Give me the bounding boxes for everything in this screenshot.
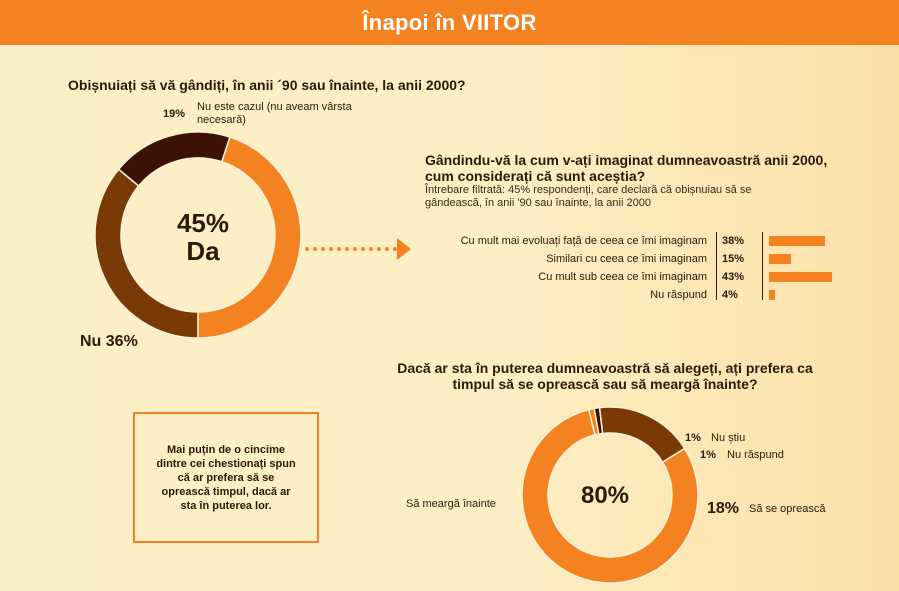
chart3-label-merge: Să meargă înainte bbox=[406, 498, 496, 510]
chart2-axis bbox=[762, 232, 763, 300]
chart2-category-label: Cu mult mai evoluați față de ceea ce îmi… bbox=[460, 235, 707, 247]
note-text: Mai puțin de o cincime dintre cei chesti… bbox=[156, 443, 296, 512]
chart1-title: Obișnuiați să vă gândiți, în anii ´90 sa… bbox=[68, 77, 466, 93]
chart2-subtitle: Întrebare filtrată: 45% respondenți, car… bbox=[425, 184, 752, 209]
chart2-separator bbox=[716, 232, 717, 300]
chart1-label-nu-36: Nu 36% bbox=[80, 333, 138, 350]
chart1-center-value: 45% bbox=[176, 208, 230, 238]
header-banner: Înapoi în VIITOR bbox=[0, 0, 899, 45]
chart3-donut bbox=[521, 406, 699, 584]
chart1-slice-0 bbox=[197, 136, 302, 339]
chart2-bar bbox=[769, 272, 832, 282]
chart1-slice-2 bbox=[117, 131, 231, 187]
chart2-bar bbox=[769, 236, 825, 246]
chart3-label-stop-pct: 18% bbox=[707, 500, 740, 517]
chart2-category-label: Cu mult sub ceea ce îmi imaginam bbox=[538, 271, 707, 283]
chart3-label-nustiu-text: Nu știu bbox=[711, 432, 746, 444]
chart2-value-label: 43% bbox=[722, 271, 745, 283]
chart2-bar bbox=[769, 290, 775, 300]
chart3-slice-0 bbox=[521, 408, 699, 584]
chart1-label-19-text: Nu este cazul (nu aveam vârsta necesară) bbox=[197, 101, 352, 126]
chart1-center-label: Da bbox=[186, 236, 220, 266]
chart2-value-label: 38% bbox=[722, 235, 745, 247]
chart1-donut bbox=[94, 131, 302, 339]
dotted-arrow-line bbox=[305, 247, 397, 251]
page-title: Înapoi în VIITOR bbox=[362, 9, 537, 35]
chart3-slice-3 bbox=[598, 406, 686, 464]
arrow-right-icon bbox=[397, 238, 411, 260]
chart2-title: Gândindu-vă la cum v-ați imaginat dumnea… bbox=[425, 152, 828, 184]
chart3-label-nuraspund-pct: 1% bbox=[700, 449, 716, 461]
chart2-category-label: Similari cu ceea ce îmi imaginam bbox=[546, 253, 707, 265]
chart3-label-stop-text: Să se oprească bbox=[749, 503, 826, 515]
note-box: Mai puțin de o cincime dintre cei chesti… bbox=[133, 412, 319, 543]
chart3-title: Dacă ar sta în puterea dumneavoastră să … bbox=[397, 360, 813, 392]
chart3-label-nuraspund-text: Nu răspund bbox=[727, 449, 784, 461]
chart2-value-label: 4% bbox=[722, 289, 738, 301]
chart2-value-label: 15% bbox=[722, 253, 745, 265]
chart3-center-value: 80% bbox=[580, 482, 630, 509]
chart2-bar bbox=[769, 254, 791, 264]
chart2-category-label: Nu răspund bbox=[650, 289, 707, 301]
chart1-label-19-pct: 19% bbox=[163, 108, 186, 120]
chart3-label-nustiu-pct: 1% bbox=[685, 432, 701, 444]
